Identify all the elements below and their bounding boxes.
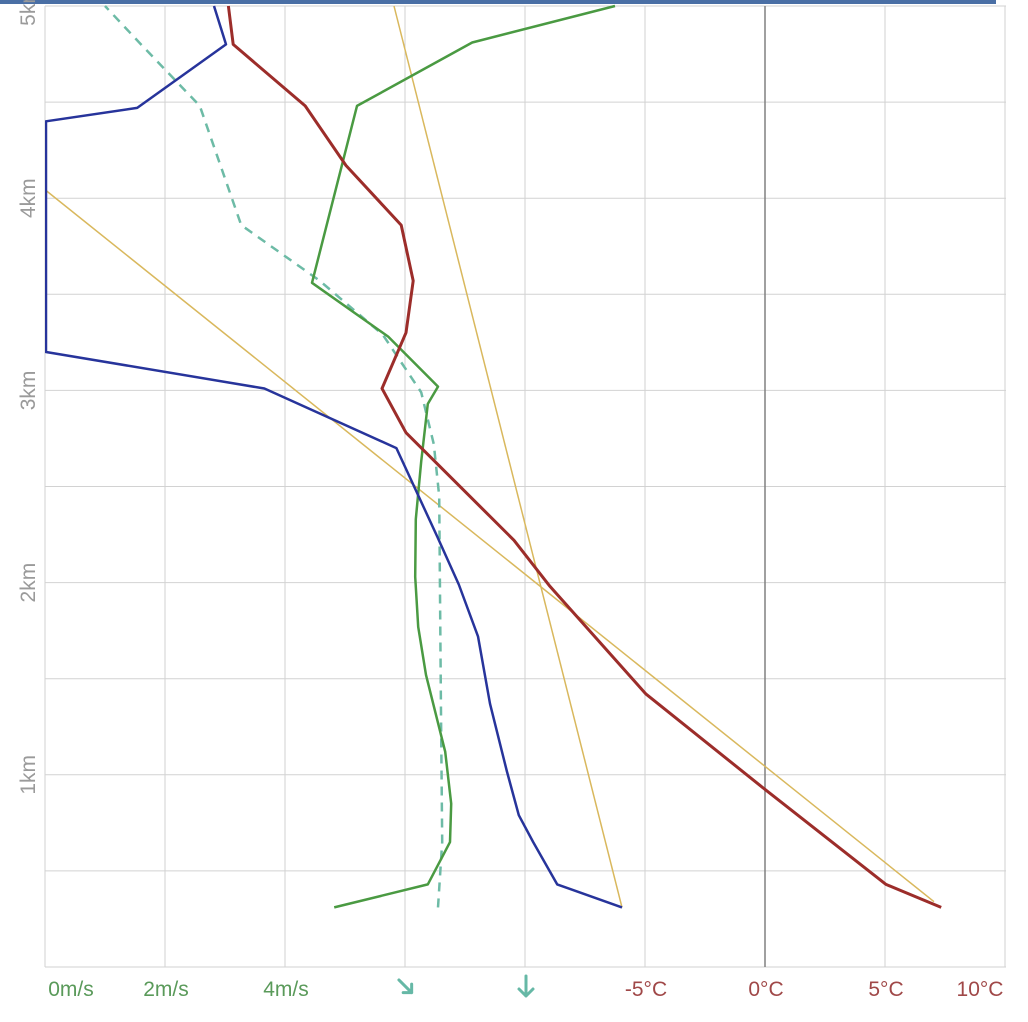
y-tick-label-5: 5km [17,0,40,26]
grid [44,5,1006,968]
arrow-down-icon [517,974,535,998]
temp-label-0: 0°C [748,978,783,1001]
temp-label-5: 5°C [868,978,903,1001]
y-tick-label-2: 2km [17,563,40,603]
wind-direction-line [104,5,444,908]
y-axis-labels: 1km 2km 3km 4km 5km [17,0,40,795]
top-accent-bar [0,0,996,4]
reference-line-line [393,5,623,908]
reference-line-line [45,189,935,903]
wind-speed-line [310,4,616,909]
temperature-line [226,5,942,909]
y-tick-label-4: 4km [17,178,40,218]
arrow-down-right-icon [397,978,414,995]
wind-label-0: 0m/s [48,978,94,1001]
temp-label-10: 10°C [957,978,1004,1001]
wind-label-4: 4m/s [263,978,309,1001]
y-tick-label-3: 3km [17,371,40,411]
dewpoint-line [45,5,623,909]
series-lines [45,4,942,909]
wind-label-2: 2m/s [143,978,189,1001]
temp-label-minus5: -5°C [625,978,667,1001]
x-axis-labels: 0m/s 2m/s 4m/s -5°C 0°C 5°C 10°C [48,974,1004,1001]
y-tick-label-1: 1km [17,755,40,795]
